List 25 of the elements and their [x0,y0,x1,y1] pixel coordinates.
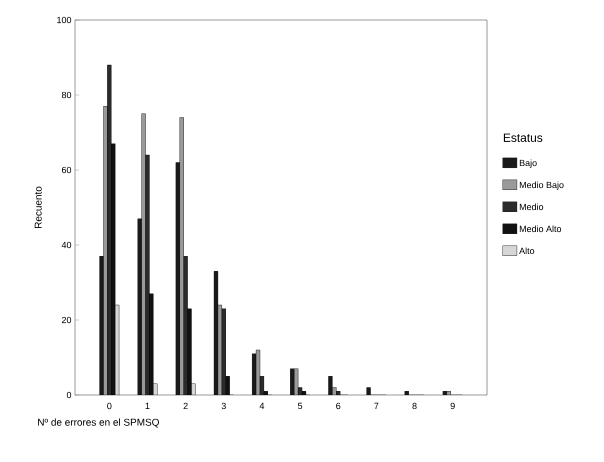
x-tick-label: 3 [222,402,226,410]
y-tick-label: 60 [62,166,72,174]
y-tick-label: 80 [62,92,72,98]
y-tick-label: 100 [57,16,72,24]
x-tick-label: 9 [450,402,455,410]
x-tick-label: 4 [260,402,264,409]
legend-label: Medio [520,204,544,210]
x-tick-label: 2 [184,402,188,410]
x-tick-label: 6 [336,402,340,410]
x-tick-label: 5 [298,402,302,410]
x-tick-label: 7 [374,402,378,409]
x-tick-label: 1 [146,402,150,409]
legend-label: Bajo [520,160,537,168]
legend-label: Alto [519,247,534,254]
legend-label: Medio Bajo [520,182,564,190]
y-tick-label: 40 [62,242,72,248]
legend-label: Medio Alto [520,225,562,232]
x-tick-label: 8 [412,402,417,410]
legend-title: Estatus [504,134,542,142]
y-tick-label: 0 [66,392,72,398]
bar [111,144,116,395]
y-axis-title: Recuento [34,186,42,228]
x-axis-title: Nº de errores en el SPMSQ [38,418,159,428]
y-tick-label: 20 [62,316,72,324]
x-tick-label: 0 [107,402,112,410]
